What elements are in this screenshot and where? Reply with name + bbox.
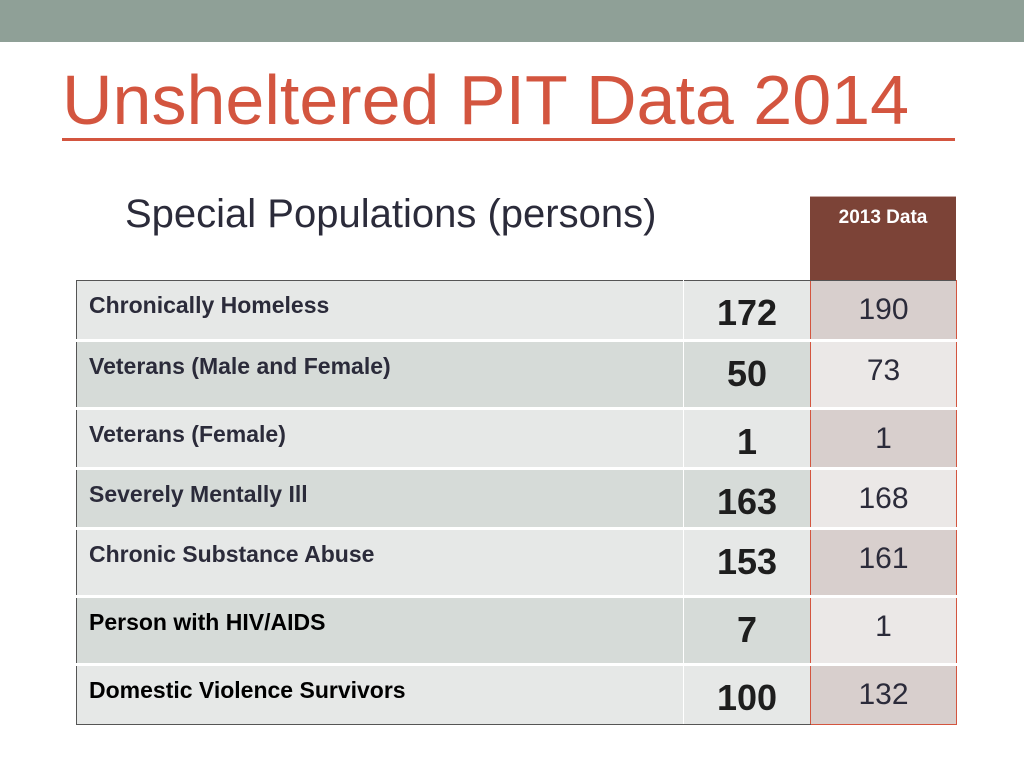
row-value-2014: 172 (683, 280, 811, 342)
table-row: Veterans (Male and Female) 50 73 (76, 340, 957, 410)
row-value-2013: 190 (810, 280, 957, 342)
row-label: Veterans (Female) (76, 408, 684, 470)
row-value-2014: 1 (683, 408, 811, 470)
row-value-2013: 1 (810, 596, 957, 666)
row-value-2013: 1 (810, 408, 957, 470)
slide-title: Unsheltered PIT Data 2014 (62, 61, 910, 139)
table-row: Veterans (Female) 1 1 (76, 408, 957, 470)
row-value-2014: 50 (683, 340, 811, 410)
row-label: Chronic Substance Abuse (76, 528, 684, 598)
table-row: Person with HIV/AIDS 7 1 (76, 596, 957, 666)
table-row: Severely Mentally Ill 163 168 (76, 468, 957, 530)
row-value-2013: 161 (810, 528, 957, 598)
table-row: Domestic Violence Survivors 100 132 (76, 664, 957, 725)
row-label: Person with HIV/AIDS (76, 596, 684, 666)
top-band (0, 0, 1024, 42)
row-label: Veterans (Male and Female) (76, 340, 684, 410)
title-underline (62, 138, 955, 141)
table-row: Chronically Homeless 172 190 (76, 280, 957, 342)
row-label: Domestic Violence Survivors (76, 664, 684, 725)
prev-year-header: 2013 Data (810, 196, 956, 280)
row-value-2013: 168 (810, 468, 957, 530)
row-value-2014: 7 (683, 596, 811, 666)
population-table: Chronically Homeless 172 190 Veterans (M… (76, 280, 957, 725)
row-value-2014: 100 (683, 664, 811, 725)
row-label: Severely Mentally Ill (76, 468, 684, 530)
row-value-2014: 153 (683, 528, 811, 598)
row-label: Chronically Homeless (76, 280, 684, 342)
row-value-2014: 163 (683, 468, 811, 530)
table-row: Chronic Substance Abuse 153 161 (76, 528, 957, 598)
table-subtitle: Special Populations (persons) (125, 192, 657, 236)
row-value-2013: 132 (810, 664, 957, 725)
row-value-2013: 73 (810, 340, 957, 410)
